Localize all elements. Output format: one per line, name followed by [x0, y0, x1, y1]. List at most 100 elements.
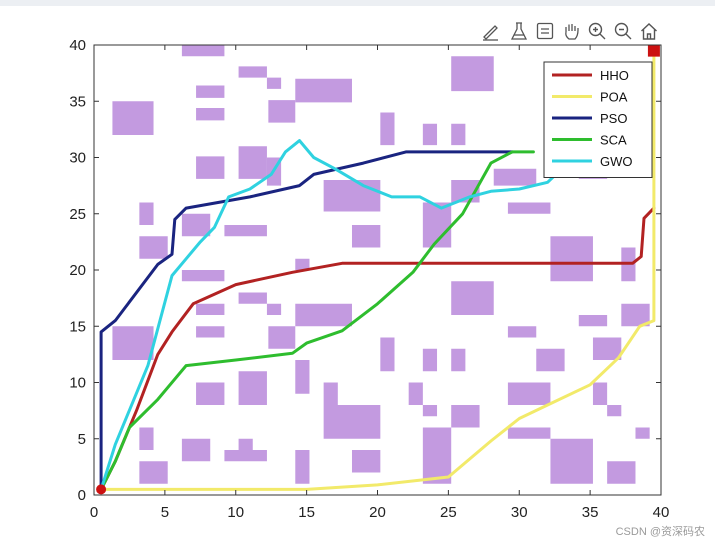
obstacle-block: [196, 326, 225, 338]
tick-layer: 0 5 10 15 20 25 30 35 40 0 5 10 15 20 25 30 35 40: [69, 37, 669, 521]
obstacle-block: [493, 168, 537, 186]
obstacle-block: [621, 303, 650, 327]
obstacle-block: [196, 303, 225, 315]
obstacle-block: [592, 337, 622, 360]
pan-hand-icon[interactable]: [565, 24, 579, 40]
obstacle-block: [507, 427, 551, 439]
legend-label-pso: PSO: [600, 111, 627, 126]
obstacle-block: [139, 461, 168, 484]
obstacle-block: [224, 450, 267, 462]
obstacle-block: [451, 348, 466, 372]
obstacle-block: [351, 450, 381, 473]
zoom-out-icon[interactable]: [614, 22, 632, 40]
obstacle-layer: [112, 45, 650, 484]
zoom-in-icon[interactable]: [588, 22, 606, 40]
series-line-sca: [99, 150, 535, 491]
obstacle-block: [451, 281, 494, 315]
legend-label-poa: POA: [600, 90, 628, 105]
y-tick-label: 30: [69, 150, 86, 167]
obstacle-block: [238, 438, 253, 450]
obstacle-block: [238, 371, 267, 405]
obstacle-block: [323, 405, 381, 439]
series-line-poa: [99, 49, 656, 491]
obstacle-block: [196, 156, 225, 179]
y-tick-label: 15: [69, 318, 86, 335]
legend-label-hho: HHO: [600, 68, 629, 83]
obstacle-block: [196, 85, 225, 98]
start-marker: [96, 484, 107, 495]
x-tick-label: 20: [369, 504, 386, 521]
obstacle-block: [323, 382, 338, 405]
obstacle-block: [181, 45, 225, 57]
y-tick-label: 0: [78, 487, 86, 504]
obstacle-block: [422, 348, 438, 372]
y-tick-label: 40: [69, 37, 86, 54]
obstacle-block: [635, 427, 650, 439]
obstacle-block: [592, 382, 608, 405]
obstacle-block: [268, 326, 296, 349]
brush-icon[interactable]: [483, 25, 498, 41]
obstacle-block: [266, 303, 282, 315]
obstacle-block: [323, 180, 381, 212]
obstacle-block: [139, 427, 154, 450]
obstacle-block: [295, 450, 310, 484]
y-tick-label: 5: [78, 431, 86, 448]
series-line-hho: [99, 206, 656, 491]
y-tick-label: 35: [69, 93, 86, 110]
goal-marker: [647, 44, 660, 57]
obstacle-block: [422, 123, 438, 146]
obstacle-block: [181, 270, 225, 282]
obstacle-block: [238, 292, 267, 304]
obstacle-block: [451, 405, 480, 428]
obstacle-block: [578, 315, 608, 327]
obstacle-block: [507, 202, 551, 214]
x-tick-label: 30: [511, 504, 528, 521]
obstacle-block: [181, 213, 211, 237]
obstacle-block: [536, 348, 565, 372]
home-icon[interactable]: [641, 23, 657, 40]
obstacle-block: [295, 303, 352, 327]
flask-icon[interactable]: [510, 22, 528, 40]
legend[interactable]: HHO POA PSO SCA GWO: [543, 61, 653, 178]
obstacle-block: [238, 146, 267, 179]
series-line-pso: [99, 150, 514, 491]
marker-layer: [96, 44, 660, 495]
obstacle-block: [295, 258, 310, 270]
obstacle-block: [380, 337, 395, 372]
obstacle-block: [422, 405, 438, 417]
obstacle-block: [295, 78, 352, 103]
y-tick-label: 25: [69, 206, 86, 223]
legend-box: [543, 61, 653, 178]
datatip-icon[interactable]: [536, 22, 554, 40]
obstacle-block: [295, 360, 310, 394]
obstacle-block: [112, 101, 154, 135]
obstacle-block: [266, 77, 282, 89]
obstacle-block: [238, 66, 267, 78]
obstacle-block: [351, 225, 381, 248]
obstacle-block: [550, 236, 593, 282]
obstacle-block: [196, 382, 225, 405]
obstacle-block: [607, 405, 622, 417]
obstacle-block: [268, 100, 296, 123]
obstacle-block: [112, 326, 154, 360]
obstacle-block: [408, 382, 423, 405]
obstacle-block: [139, 202, 154, 225]
y-tick-label: 10: [69, 375, 86, 392]
obstacle-block: [380, 112, 395, 146]
y-tick-label: 20: [69, 262, 86, 279]
obstacle-block: [181, 438, 211, 462]
obstacle-block: [507, 382, 551, 405]
obstacle-block: [451, 123, 466, 146]
x-tick-label: 0: [90, 504, 98, 521]
x-tick-label: 15: [298, 504, 315, 521]
x-tick-label: 40: [653, 504, 670, 521]
x-tick-label: 25: [440, 504, 457, 521]
watermark-text: CSDN @资深码农: [615, 526, 705, 538]
axes-toolbar: [483, 22, 657, 41]
obstacle-block: [139, 236, 168, 259]
x-tick-label: 10: [227, 504, 244, 521]
obstacle-block: [550, 438, 593, 484]
obstacle-block: [507, 326, 537, 338]
obstacle-block: [607, 461, 636, 484]
